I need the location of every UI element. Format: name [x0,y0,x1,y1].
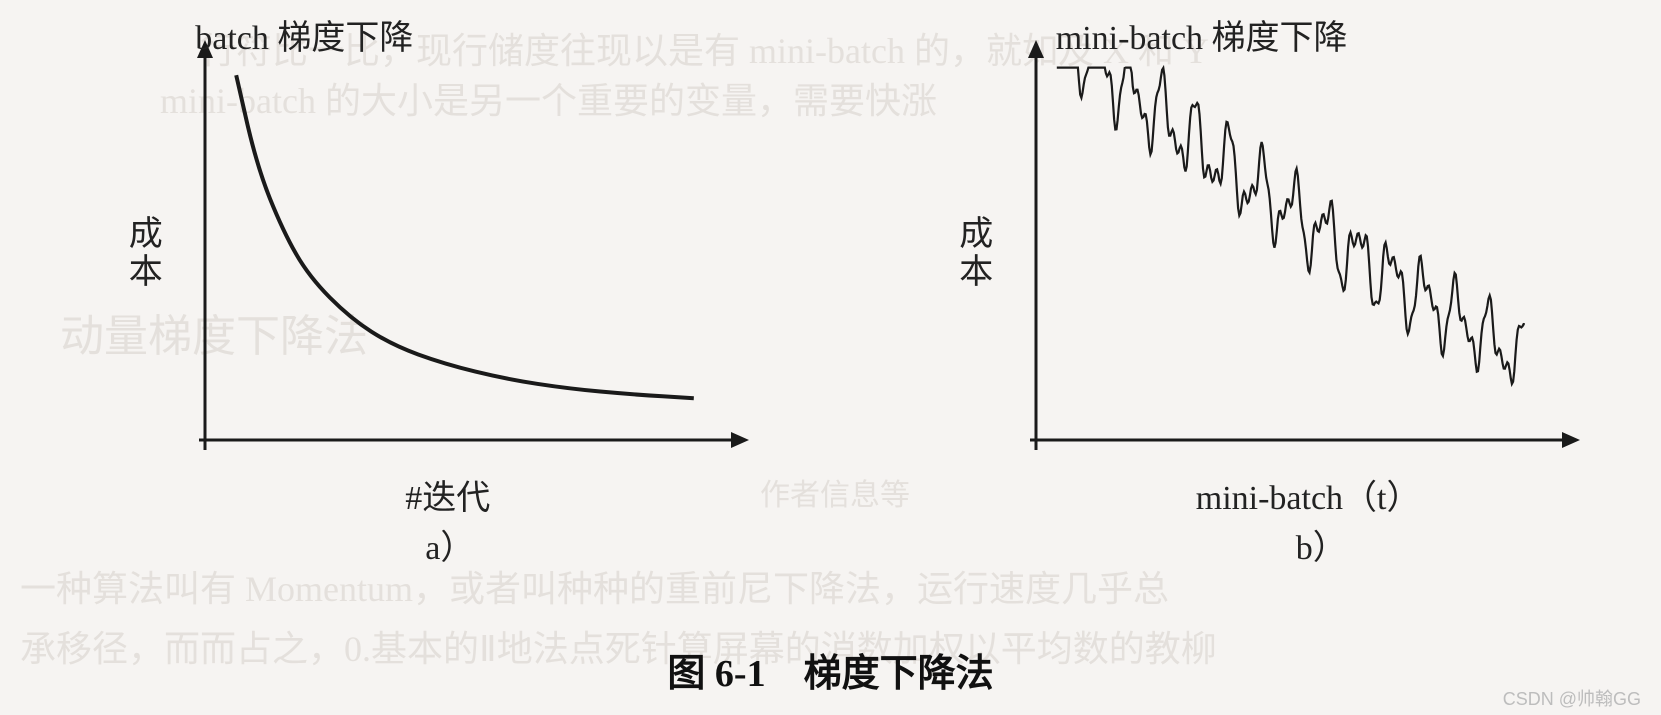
figure-row: batch 梯度下降 成本 #迭代 a） mini-batch 梯度下降 成本 … [0,10,1661,580]
panel-b-title: mini-batch 梯度下降 [1056,10,1348,59]
panel-b-ylabel: 成本 [948,215,997,291]
panel-b: mini-batch 梯度下降 成本 mini-batch（t） b） [896,10,1596,570]
panel-b-sublabel: b） [1296,520,1347,569]
panel-b-xlabel: mini-batch（t） [1196,470,1421,519]
panel-a-xlabel: #迭代 [405,470,490,519]
watermark-text: CSDN @帅翰GG [1503,685,1641,711]
minibatch-loss-curve [1057,68,1525,384]
panel-a-ylabel: 成本 [117,215,166,291]
figure-caption: 图 6-1 梯度下降法 [0,642,1661,697]
panel-a-sublabel: a） [425,520,474,569]
panel-a-title: batch 梯度下降 [195,10,413,59]
batch-loss-curve [236,75,694,398]
panel-a: batch 梯度下降 成本 #迭代 a） [65,10,765,570]
